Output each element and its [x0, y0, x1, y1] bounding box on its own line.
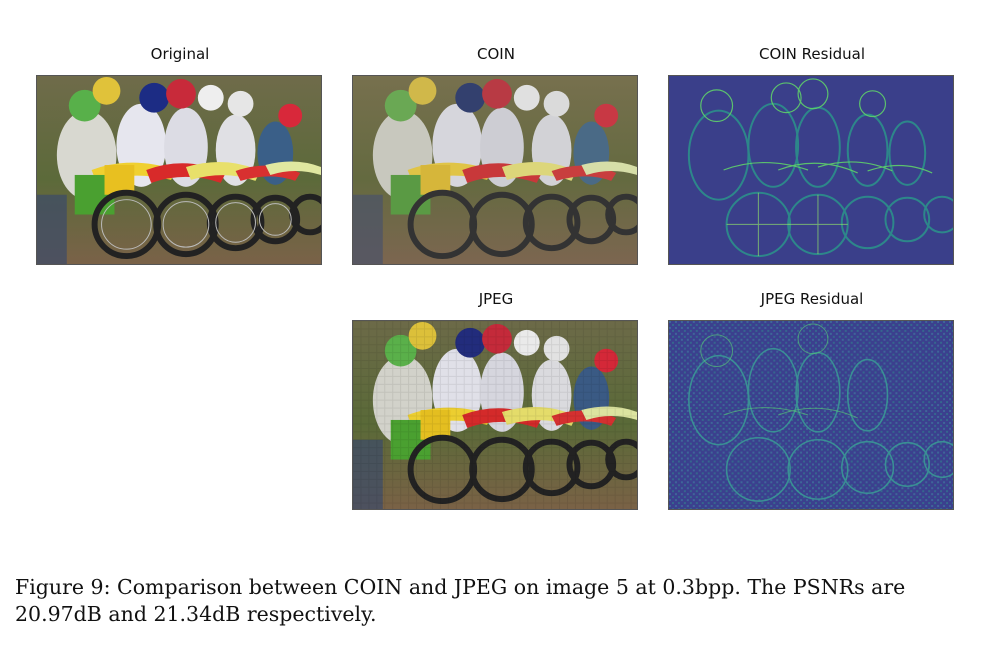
- panel-title-original: Original: [150, 45, 210, 63]
- panel-title-coin-residual: COIN Residual: [758, 45, 866, 63]
- panel-title-jpeg-residual: JPEG Residual: [760, 290, 864, 308]
- panel-title-coin: COIN: [477, 45, 515, 63]
- image-coin-residual: [668, 75, 954, 265]
- image-jpeg-residual: [668, 320, 954, 510]
- image-original: [36, 75, 322, 265]
- panel-title-jpeg: JPEG: [478, 290, 514, 308]
- image-jpeg: [352, 320, 638, 510]
- figure-caption: Figure 9: Comparison between COIN and JP…: [15, 575, 906, 626]
- image-coin: [352, 75, 638, 265]
